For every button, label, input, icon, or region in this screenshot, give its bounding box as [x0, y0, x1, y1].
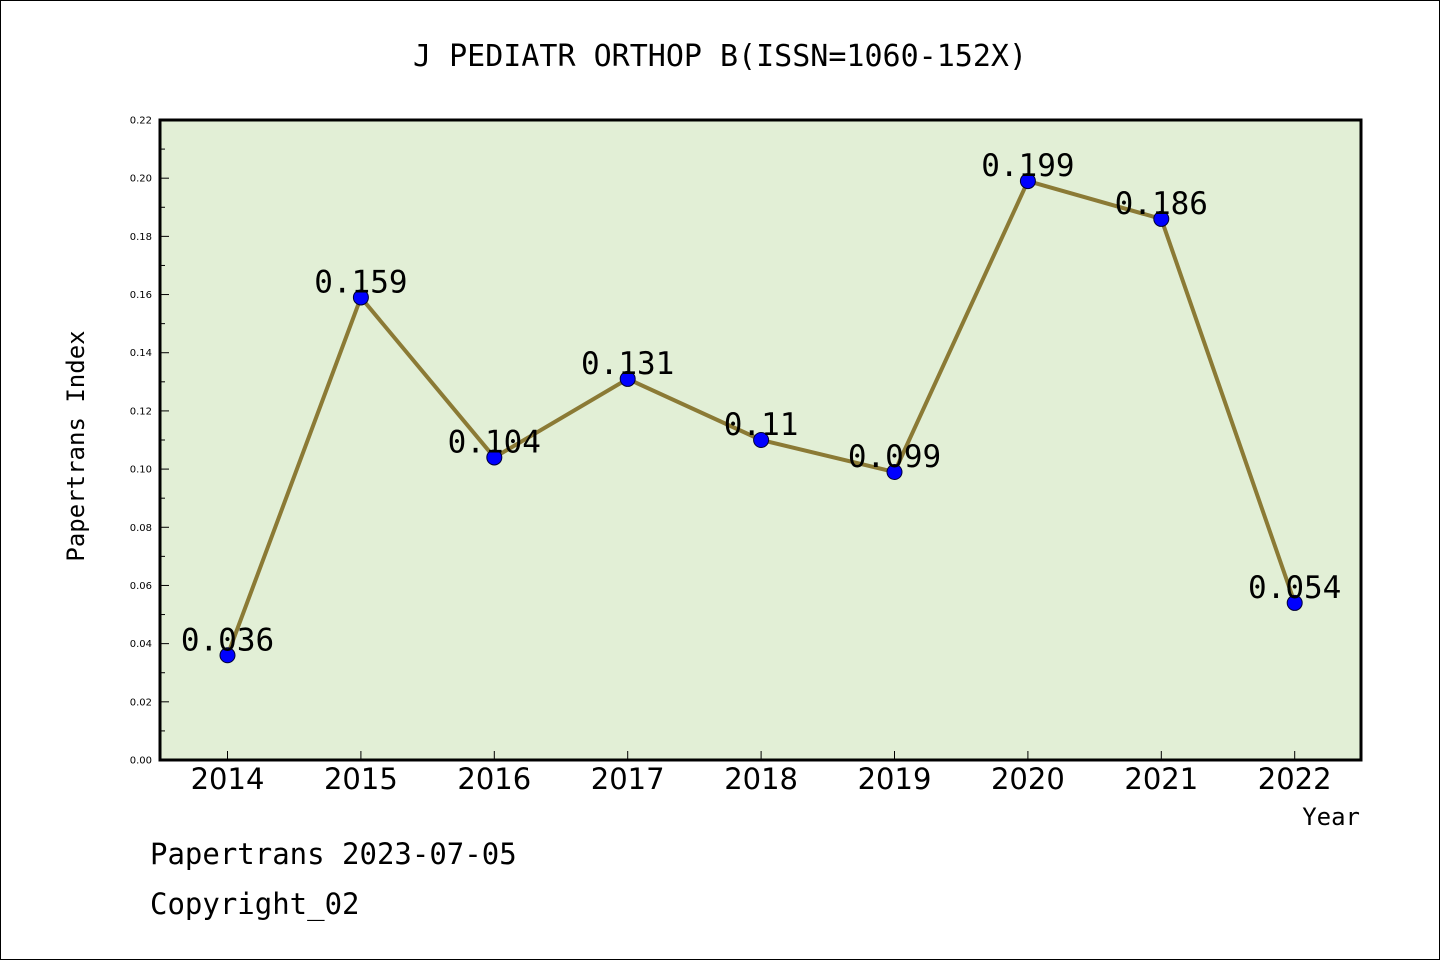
data-labels: 0.036 0.159 0.104 0.131 0.11 0.099 0.199 0.186 0… [181, 148, 1342, 658]
y-tick-label: 0.02 [130, 697, 152, 708]
data-point [886, 464, 903, 480]
y-axis: 0.00 0.02 0.04 0.06 0.08 0.10 0.12 0.14 0.16 0.18… [130, 116, 169, 767]
data-point [486, 449, 503, 466]
x-tick-label: 2017 [591, 762, 665, 796]
y-tick-label: 0.06 [130, 581, 152, 592]
y-tick-label: 0.12 [130, 406, 152, 417]
series-line [219, 173, 1303, 664]
data-point [619, 370, 636, 387]
y-tick-label: 0.16 [130, 290, 152, 301]
x-tick-label: 2020 [991, 762, 1065, 796]
y-tick-label: 0.10 [130, 465, 152, 476]
data-point [352, 289, 369, 306]
x-tick-label: 2022 [1258, 762, 1332, 796]
y-tick-label: 0.20 [130, 174, 152, 185]
data-point [1019, 173, 1036, 190]
x-tick-label: 2019 [858, 762, 932, 796]
x-tick-label: 2018 [724, 762, 798, 796]
y-axis-label: Papertrans Index [62, 330, 90, 561]
data-label: 0.11 [724, 407, 799, 443]
data-label: 0.054 [1248, 570, 1341, 606]
y-tick-label: 0.04 [130, 639, 152, 650]
data-point [1286, 594, 1303, 611]
data-point [753, 432, 770, 448]
x-axis: 2014 2015 2016 2017 2018 2019 2020 2021 2022 [191, 751, 1332, 796]
x-tick-label: 2014 [191, 762, 265, 796]
y-tick-label: 0.08 [130, 523, 152, 534]
data-label: 0.186 [1115, 186, 1208, 222]
data-label: 0.159 [314, 264, 407, 300]
x-tick-label: 2021 [1124, 762, 1198, 796]
data-label: 0.104 [448, 424, 541, 460]
data-label: 0.131 [581, 346, 674, 382]
y-tick-label: 0.14 [130, 348, 152, 359]
y-tick-label: 0.00 [130, 756, 152, 767]
footer-source: Papertrans 2023-07-05 [150, 837, 517, 871]
data-label: 0.036 [181, 622, 274, 658]
footer-copyright: Copyright_02 [150, 887, 360, 922]
data-label: 0.199 [981, 148, 1074, 184]
x-axis-label: Year [1302, 803, 1360, 831]
x-tick-label: 2016 [457, 762, 531, 796]
data-label: 0.099 [848, 439, 941, 475]
data-point [1153, 210, 1170, 227]
data-point [219, 647, 236, 664]
chart-title: J PEDIATR ORTHOP B(ISSN=1060-152X) [413, 39, 1027, 74]
x-tick-label: 2015 [324, 762, 398, 796]
y-tick-label: 0.18 [130, 232, 152, 243]
y-tick-label: 0.22 [130, 116, 152, 127]
